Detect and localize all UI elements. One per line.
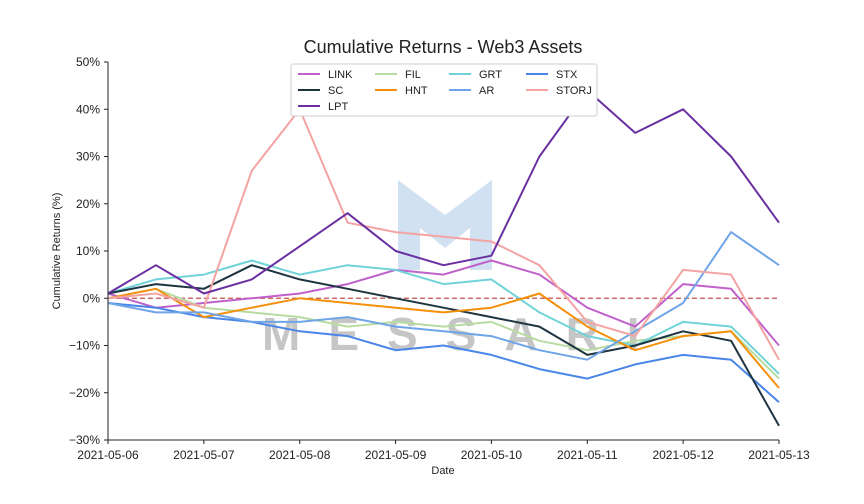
series-line-stx <box>107 302 780 403</box>
legend-label-lpt: LPT <box>328 101 348 113</box>
legend-label-link: LINK <box>328 69 353 81</box>
legend: LINK FIL GRT STX SC HNT AR STORJ LPT <box>290 63 598 117</box>
series-line-grt <box>107 259 780 375</box>
series-line-fil <box>107 287 780 380</box>
x-tick-label: 2021-05-07 <box>173 448 235 462</box>
y-tick-label: −20% <box>69 386 100 400</box>
legend-label-fil: FIL <box>405 69 421 81</box>
x-tick-label: 2021-05-11 <box>557 448 618 462</box>
x-tick-label: 2021-05-13 <box>748 448 810 462</box>
chart-title: Cumulative Returns - Web3 Assets <box>304 37 583 57</box>
y-tick-label: 40% <box>76 102 100 116</box>
series-line-hnt <box>107 287 780 389</box>
y-tick-label: 10% <box>76 244 100 258</box>
legend-label-sc: SC <box>328 85 343 97</box>
y-tick-label: 50% <box>76 55 100 69</box>
y-tick-label: −10% <box>69 339 100 353</box>
y-tick-label: 30% <box>76 150 100 164</box>
legend-box <box>290 63 598 117</box>
y-tick-label: −30% <box>69 433 100 447</box>
series-line-link <box>107 259 780 347</box>
x-tick-label: 2021-05-06 <box>77 448 139 462</box>
watermark-logo-icon <box>398 180 492 270</box>
legend-label-hnt: HNT <box>405 85 428 97</box>
x-axis: 2021-05-06 2021-05-07 2021-05-08 2021-05-09… <box>77 440 810 462</box>
y-axis-label: Cumulative Returns (%) <box>51 193 63 310</box>
y-axis: 50% 40% 30% 20% 10% 0% −10% −20% −30% <box>69 55 108 447</box>
series-line-sc <box>107 264 780 427</box>
legend-label-grt: GRT <box>479 69 502 81</box>
legend-label-storj: STORJ <box>556 85 592 97</box>
y-tick-label: 0% <box>83 291 101 305</box>
messari-watermark: MESSARI <box>262 180 640 360</box>
legend-label-ar: AR <box>479 85 494 97</box>
x-tick-label: 2021-05-12 <box>652 448 714 462</box>
series-layer <box>107 89 780 427</box>
x-axis-label: Date <box>431 465 454 477</box>
series-line-lpt <box>107 89 780 295</box>
y-tick-label: 20% <box>76 197 100 211</box>
legend-label-stx: STX <box>556 69 578 81</box>
x-tick-label: 2021-05-08 <box>269 448 331 462</box>
x-tick-label: 2021-05-10 <box>461 448 523 462</box>
series-line-ar <box>107 231 780 361</box>
series-line-storj <box>107 108 780 361</box>
x-tick-label: 2021-05-09 <box>365 448 427 462</box>
